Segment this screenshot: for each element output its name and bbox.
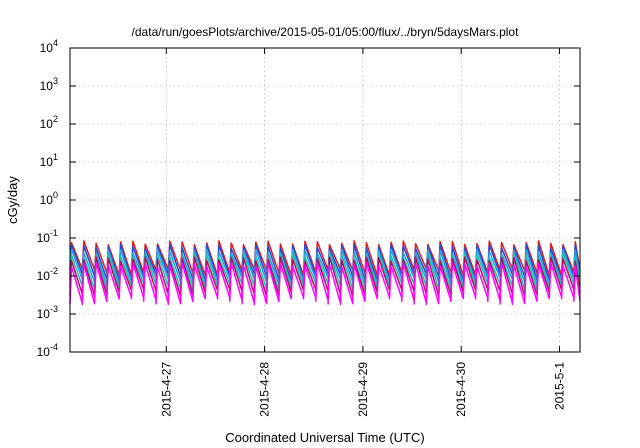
x-tick-label: 2015-4-29 xyxy=(356,362,370,417)
chart-title: /data/run/goesPlots/archive/2015-05-01/0… xyxy=(132,25,520,39)
y-axis-label: cGy/day xyxy=(5,176,20,224)
y-tick-label: 10-3 xyxy=(37,304,58,321)
x-tick-label: 2015-4-27 xyxy=(159,362,173,417)
y-tick-label: 100 xyxy=(40,190,58,207)
x-tick-label: 2015-4-28 xyxy=(258,362,272,417)
y-tick-label: 104 xyxy=(40,38,58,55)
series-layer xyxy=(69,240,581,306)
y-tick-label: 10-4 xyxy=(37,342,58,359)
y-tick-label: 101 xyxy=(40,152,58,169)
grid xyxy=(70,48,580,352)
y-tick-label: 102 xyxy=(40,114,58,131)
x-axis-label: Coordinated Universal Time (UTC) xyxy=(225,430,424,445)
x-tick-label: 2015-4-30 xyxy=(454,362,468,417)
y-tick-label: 10-1 xyxy=(37,228,58,245)
series-line xyxy=(69,261,581,306)
x-tick-label: 2015-5-1 xyxy=(553,362,567,410)
y-tick-label: 10-2 xyxy=(37,266,58,283)
y-tick-label: 103 xyxy=(40,76,58,93)
ticks: 10-4 10-3 10-2 10-1 100 101 102 103 104 2015-4-27… xyxy=(37,38,580,417)
